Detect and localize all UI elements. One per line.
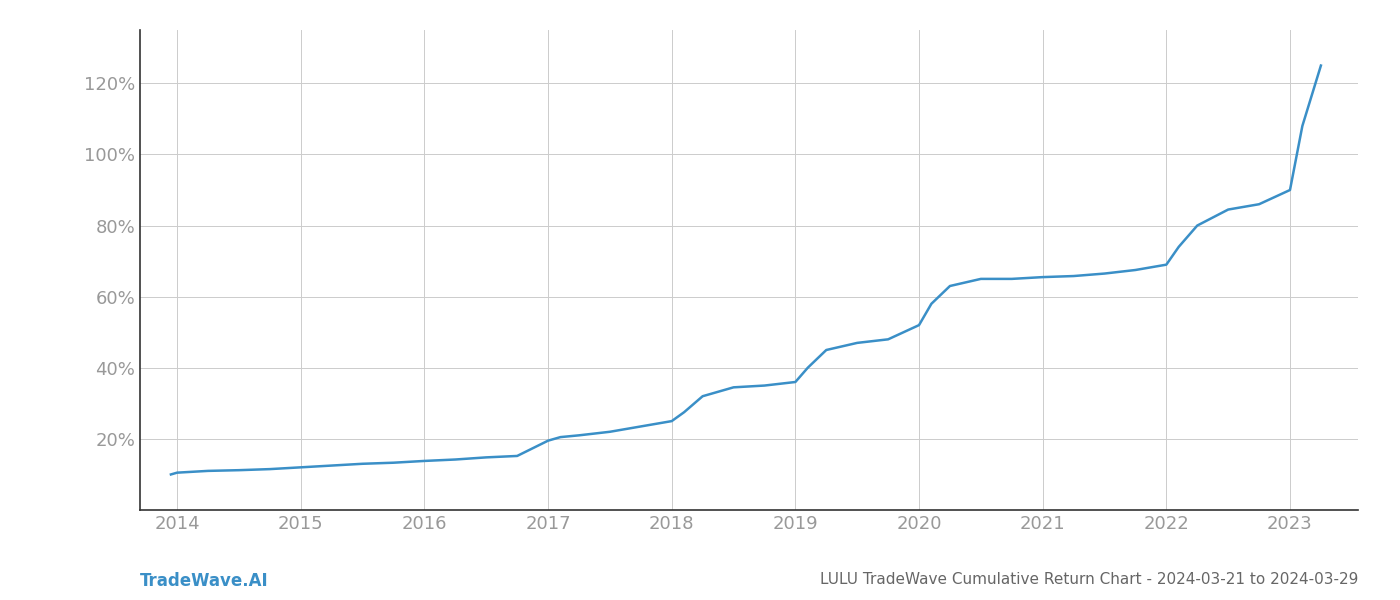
- Text: LULU TradeWave Cumulative Return Chart - 2024-03-21 to 2024-03-29: LULU TradeWave Cumulative Return Chart -…: [819, 572, 1358, 587]
- Text: TradeWave.AI: TradeWave.AI: [140, 572, 269, 590]
